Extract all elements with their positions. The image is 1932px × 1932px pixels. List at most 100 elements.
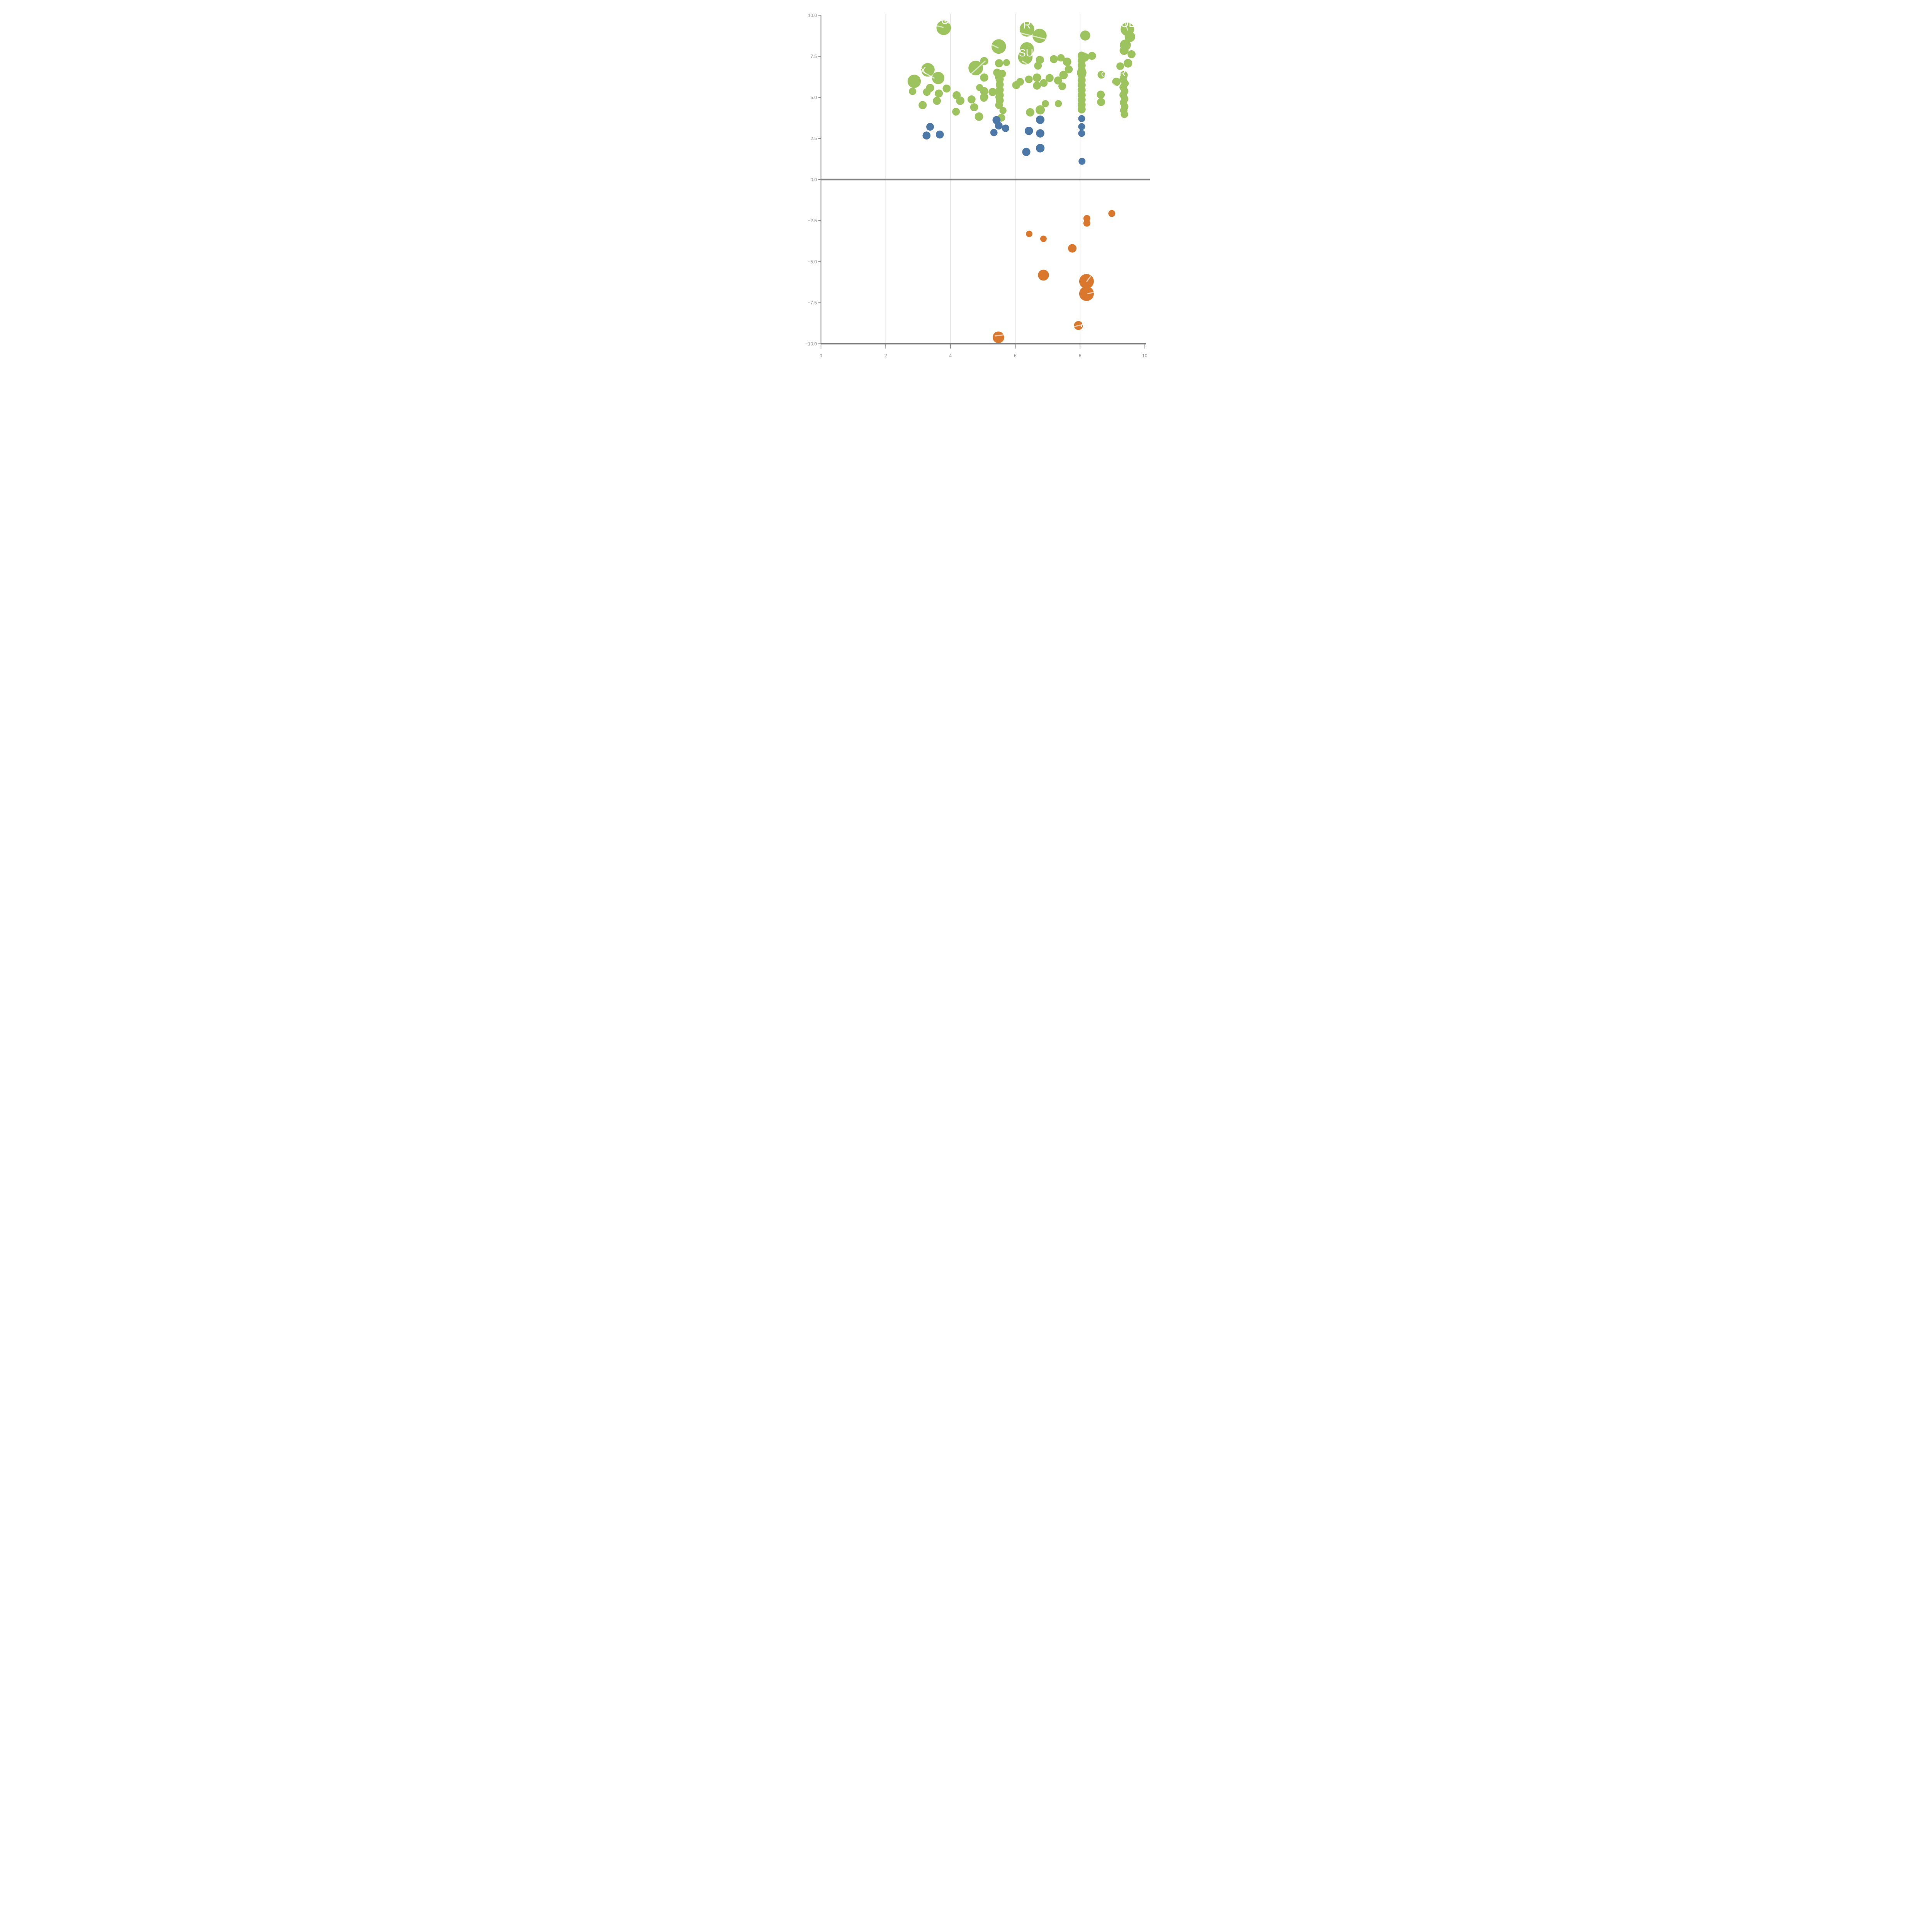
- chart-background: [773, 0, 1159, 386]
- leader-line: [919, 69, 935, 79]
- bubble-green: [935, 89, 943, 98]
- bubble-green: [980, 93, 988, 101]
- bubble-green: [1016, 78, 1024, 86]
- bubble-green: [1124, 31, 1135, 42]
- bubble-green: [932, 71, 945, 84]
- leader-line: [936, 25, 944, 28]
- bubble-green: [995, 73, 1003, 81]
- bubble-blue: [1078, 123, 1085, 130]
- bubble-green: [970, 103, 978, 111]
- bubble-green: [1019, 22, 1034, 37]
- y-tick-label: 5.0: [811, 95, 817, 100]
- bubble-orange: [1108, 210, 1116, 217]
- bubble-green: [936, 20, 951, 35]
- bubble-orange: [1038, 269, 1049, 281]
- bubble-green: [952, 108, 960, 116]
- y-tick-label: 7.5: [811, 54, 817, 59]
- leader-line: [1106, 66, 1115, 71]
- leader-line: [991, 44, 999, 49]
- bubble-orange: [1079, 286, 1094, 301]
- bubble-orange: [1026, 230, 1032, 237]
- bubble-green: [1054, 100, 1062, 107]
- bubble-orange: [1040, 235, 1047, 242]
- x-tick-label: 4: [949, 353, 952, 359]
- bubble-green: [923, 88, 931, 96]
- bubble-blue: [1036, 144, 1045, 153]
- bubble-green: [1097, 71, 1105, 79]
- bubble-blue: [1022, 148, 1031, 156]
- bubble-blue: [1024, 127, 1033, 135]
- bubble-green: [1036, 56, 1044, 64]
- bubble-chart: CFX SUPE R OL A Oo R 10.0 7.5 5.0 2.5 0.0 −2.5 −5.0 −7…: [773, 0, 1159, 386]
- bubble-green: [1025, 75, 1033, 83]
- leader-line: [1124, 20, 1128, 31]
- leader-line: [995, 334, 1007, 337]
- bubble-orange: [992, 332, 1004, 344]
- leader-line: [920, 85, 923, 96]
- bubble-green: [907, 75, 921, 88]
- bubble-blue: [1078, 130, 1085, 137]
- point-label: R: [1023, 19, 1031, 31]
- leader-line: [1081, 50, 1089, 54]
- bubble-green: [991, 39, 1006, 54]
- bubble-green: [968, 61, 983, 76]
- bubble-green: [1058, 82, 1066, 90]
- bubble-blue: [1078, 158, 1086, 165]
- point-label: O: [941, 15, 949, 26]
- bubble-green: [1034, 62, 1042, 70]
- x-tick-label: 6: [1014, 353, 1017, 359]
- bubble-green: [1128, 50, 1136, 58]
- bubble-green: [967, 95, 976, 104]
- bubble-green: [1059, 71, 1068, 80]
- y-tick-label: 2.5: [811, 136, 817, 141]
- y-tick-label: 10.0: [808, 13, 817, 18]
- leader-line: [970, 60, 986, 75]
- bubble-orange: [1083, 215, 1090, 222]
- bubble-green: [1124, 59, 1133, 68]
- bubble-blue: [935, 130, 944, 139]
- bubble-green: [1026, 108, 1034, 117]
- bubble-green: [1040, 79, 1048, 87]
- bubble-green: [1003, 59, 1010, 66]
- point-label: SUPE: [1019, 47, 1048, 59]
- bubble-green: [1121, 111, 1128, 118]
- bubble-green: [999, 107, 1007, 114]
- leader-line: [944, 21, 950, 24]
- bubble-green: [918, 101, 927, 109]
- y-tick-label: −7.5: [808, 300, 817, 306]
- leader-line: [1112, 83, 1119, 88]
- bubble-blue: [1002, 124, 1009, 132]
- point-label: A: [1081, 318, 1088, 329]
- bubble-green: [975, 112, 983, 121]
- bubble-green: [1097, 90, 1105, 99]
- bubble-green: [1112, 77, 1121, 86]
- bubble-green: [1049, 55, 1058, 63]
- y-tick-label: −5.0: [808, 259, 817, 264]
- bubble-green: [909, 87, 917, 95]
- bubble-green: [933, 97, 941, 105]
- y-tick-label: −10.0: [805, 341, 817, 347]
- bubble-blue: [1036, 115, 1045, 124]
- bubble-green: [1057, 54, 1065, 62]
- bubble-green: [980, 73, 988, 82]
- bubble-green: [1065, 65, 1073, 73]
- bubble-orange: [1068, 244, 1077, 253]
- leader-line: [1022, 60, 1032, 67]
- bubble-blue: [990, 129, 998, 136]
- leader-line: [1016, 31, 1048, 40]
- bubble-green: [1054, 76, 1062, 85]
- bubble-green: [1080, 30, 1090, 41]
- bubble-green: [995, 96, 1004, 105]
- bubble-green: [988, 88, 997, 96]
- x-tick-label: 10: [1142, 353, 1148, 359]
- bubble-green: [1116, 62, 1124, 70]
- bubble-green: [1018, 50, 1033, 65]
- y-tick-label: −2.5: [808, 218, 817, 223]
- bubble-blue: [995, 122, 1003, 130]
- bubble-blue: [1036, 129, 1044, 138]
- point-label: OL: [1121, 18, 1134, 29]
- y-tick-label: 0.0: [811, 177, 817, 182]
- bubble-green: [1033, 82, 1041, 90]
- point-label: o: [1101, 68, 1106, 78]
- bubble-green: [1077, 105, 1086, 114]
